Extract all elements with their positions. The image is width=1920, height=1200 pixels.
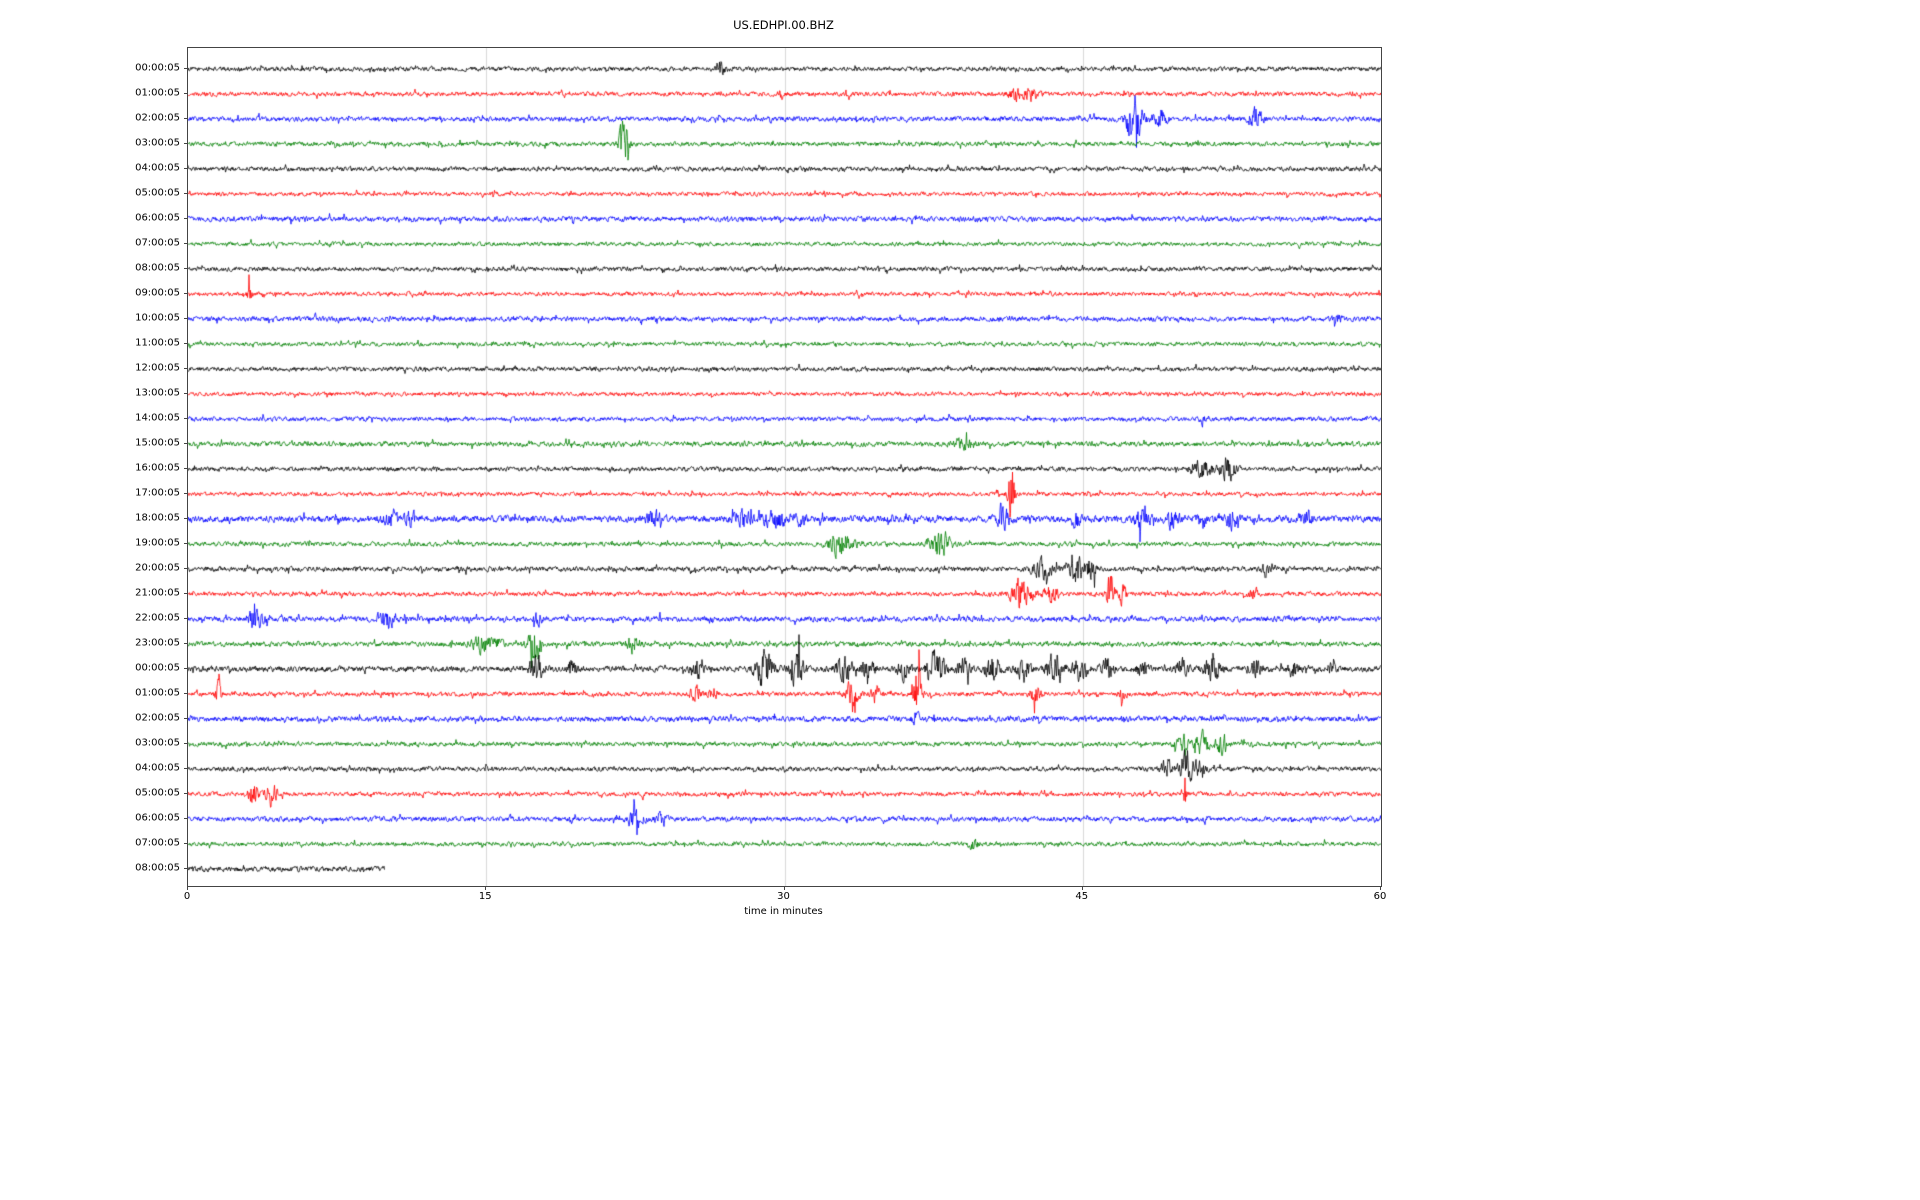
x-axis-tick-mark xyxy=(1380,886,1381,890)
y-axis-tick-mark xyxy=(184,443,188,444)
y-axis-label-hour: 06:00:05 xyxy=(135,212,180,224)
y-axis-tick-mark xyxy=(184,243,188,244)
y-axis-label-hour: 03:00:05 xyxy=(135,137,180,149)
y-axis-tick-mark xyxy=(184,868,188,869)
y-axis-label-hour: 07:00:05 xyxy=(135,237,180,249)
x-axis-tick-mark xyxy=(485,886,486,890)
y-axis-label-hour: 20:00:05 xyxy=(135,562,180,574)
y-axis-label-hour: 07:00:05 xyxy=(135,837,180,849)
y-axis-label-hour: 15:00:05 xyxy=(135,437,180,449)
y-axis-label-hour: 01:00:05 xyxy=(135,87,180,99)
y-axis-tick-mark xyxy=(184,518,188,519)
x-axis-tick-mark xyxy=(187,886,188,890)
x-axis-tick-label: 15 xyxy=(478,891,492,902)
y-axis-label-hour: 12:00:05 xyxy=(135,362,180,374)
y-axis-label-hour: 09:00:05 xyxy=(135,287,180,299)
y-axis-tick-mark xyxy=(184,743,188,744)
y-axis-tick-mark xyxy=(184,718,188,719)
y-axis-tick-mark xyxy=(184,543,188,544)
y-axis-tick-mark xyxy=(184,143,188,144)
y-axis-tick-mark xyxy=(184,293,188,294)
y-axis-tick-mark xyxy=(184,668,188,669)
y-axis-tick-mark xyxy=(184,793,188,794)
y-axis-label-hour: 05:00:05 xyxy=(135,187,180,199)
plot-frame xyxy=(187,47,1382,887)
x-axis-tick-mark xyxy=(1082,886,1083,890)
y-axis-tick-mark xyxy=(184,393,188,394)
x-axis-tick-label: 45 xyxy=(1075,891,1089,902)
x-axis-tick-label: 0 xyxy=(183,891,191,902)
y-axis-label-hour: 13:00:05 xyxy=(135,387,180,399)
x-axis-tick-mark xyxy=(784,886,785,890)
y-axis-tick-mark xyxy=(184,493,188,494)
y-axis-tick-mark xyxy=(184,268,188,269)
x-axis-label: time in minutes xyxy=(744,906,823,917)
y-axis-label-hour: 22:00:05 xyxy=(135,612,180,624)
y-axis-tick-mark xyxy=(184,193,188,194)
y-axis-tick-mark xyxy=(184,68,188,69)
y-axis-label-hour: 01:00:05 xyxy=(135,687,180,699)
y-axis-tick-mark xyxy=(184,693,188,694)
y-axis-tick-mark xyxy=(184,768,188,769)
y-axis-label-hour: 05:00:05 xyxy=(135,787,180,799)
y-axis-tick-mark xyxy=(184,418,188,419)
y-axis-tick-mark xyxy=(184,343,188,344)
y-axis-label-hour: 08:00:05 xyxy=(135,262,180,274)
y-axis-label-hour: 04:00:05 xyxy=(135,762,180,774)
x-axis-tick-label: 30 xyxy=(777,891,790,902)
y-axis-label-hour: 21:00:05 xyxy=(135,587,180,599)
y-axis-label-hour: 16:00:05 xyxy=(135,462,180,474)
y-axis-tick-mark xyxy=(184,468,188,469)
y-axis-tick-mark xyxy=(184,593,188,594)
y-axis-tick-mark xyxy=(184,568,188,569)
y-axis-tick-mark xyxy=(184,843,188,844)
y-axis-label-hour: 08:00:05 xyxy=(135,862,180,874)
y-axis-tick-mark xyxy=(184,368,188,369)
y-axis-label-hour: 02:00:05 xyxy=(135,112,180,124)
y-axis-label-hour: 06:00:05 xyxy=(135,812,180,824)
y-axis-label-hour: 14:00:05 xyxy=(135,412,180,424)
y-axis-label-hour: 03:00:05 xyxy=(135,737,180,749)
y-axis-label-hour: 11:00:05 xyxy=(135,337,180,349)
y-axis-label-hour: 00:00:05 xyxy=(135,662,180,674)
y-axis-label-hour: 02:00:05 xyxy=(135,712,180,724)
y-axis-label-hour: 10:00:05 xyxy=(135,312,180,324)
y-axis-tick-mark xyxy=(184,818,188,819)
y-axis-tick-mark xyxy=(184,618,188,619)
seismogram-plot-area xyxy=(188,48,1381,886)
y-axis-label-hour: 23:00:05 xyxy=(135,637,180,649)
y-axis-tick-mark xyxy=(184,168,188,169)
y-axis-tick-mark xyxy=(184,318,188,319)
y-axis-label-hour: 18:00:05 xyxy=(135,512,180,524)
x-axis-tick-label: 60 xyxy=(1373,891,1387,902)
y-axis-label-hour: 04:00:05 xyxy=(135,162,180,174)
y-axis-tick-mark xyxy=(184,93,188,94)
chart-title: US.EDHPI.00.BHZ xyxy=(733,18,834,32)
y-axis-tick-mark xyxy=(184,218,188,219)
y-axis-tick-mark xyxy=(184,118,188,119)
y-axis-tick-mark xyxy=(184,643,188,644)
y-axis-label-hour: 19:00:05 xyxy=(135,537,180,549)
y-axis-label-hour: 17:00:05 xyxy=(135,487,180,499)
y-axis-label-hour: 00:00:05 xyxy=(135,62,180,74)
